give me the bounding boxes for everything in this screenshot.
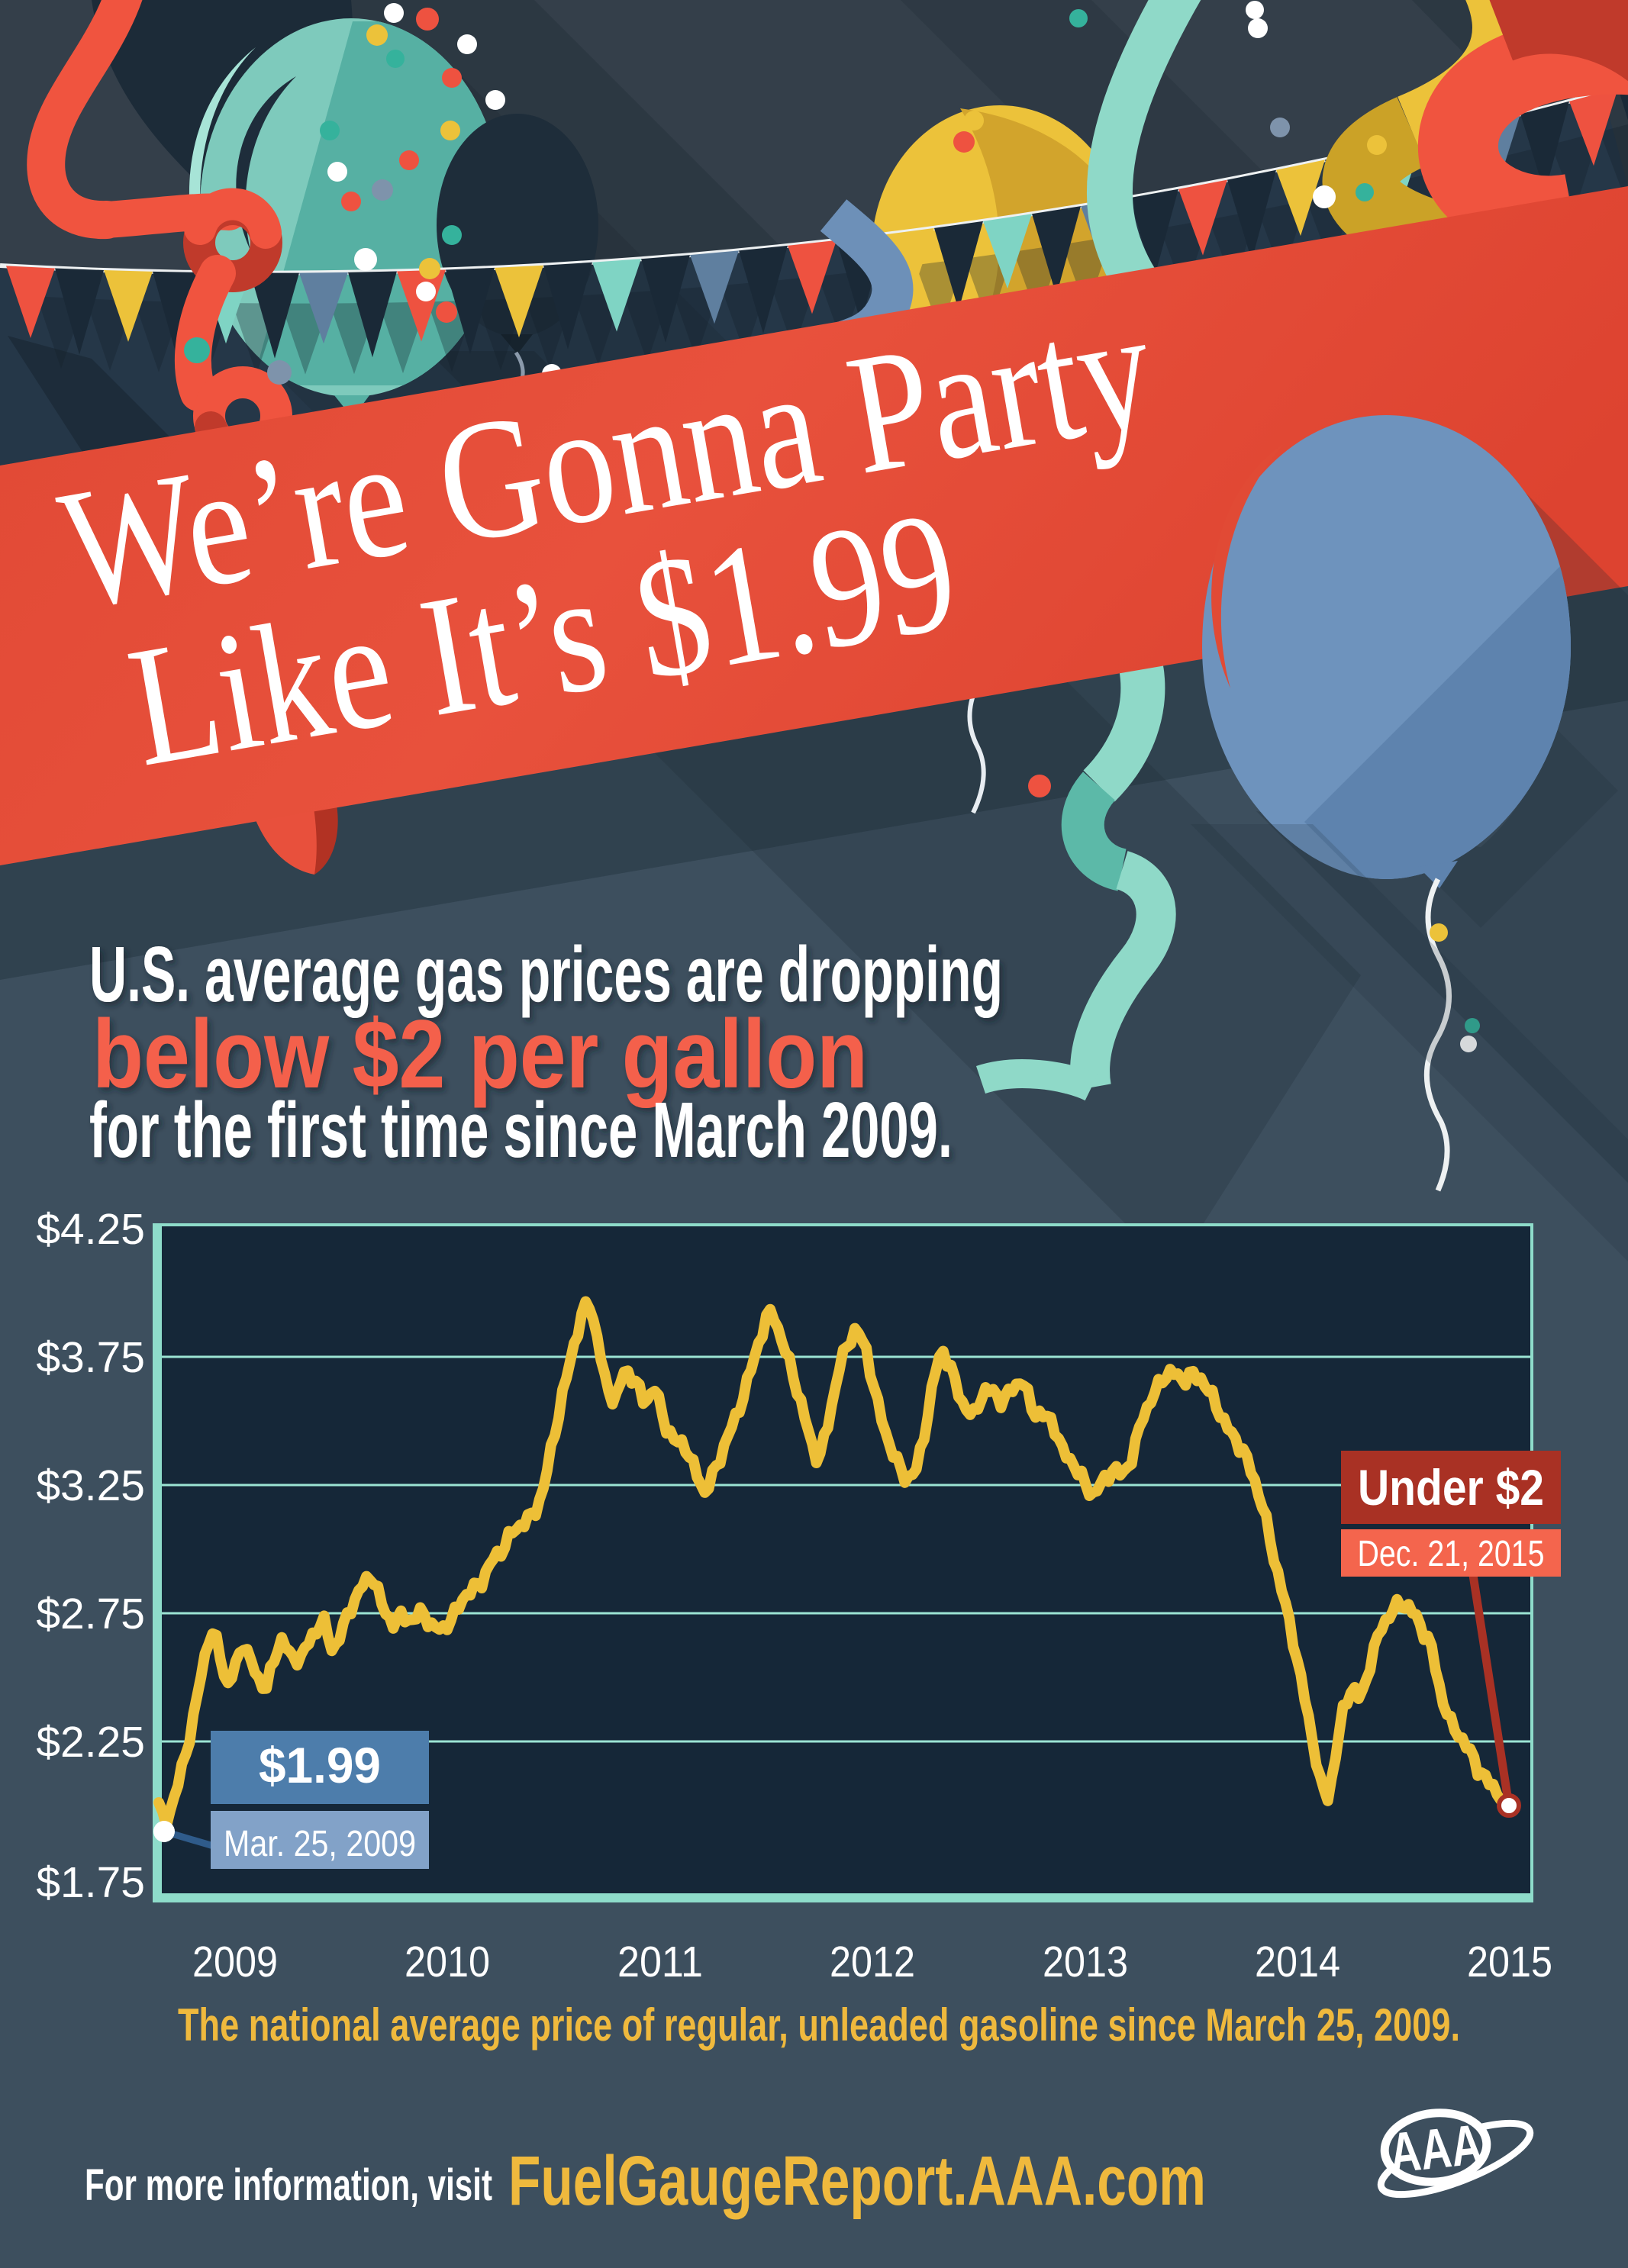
svg-text:For more information, visit: For more information, visit [85, 2160, 492, 2210]
svg-text:$2.75: $2.75 [36, 1590, 145, 1638]
svg-text:for the first time since March: for the first time since March 2009. [89, 1086, 953, 1174]
svg-text:U.S. average gas prices are dr: U.S. average gas prices are dropping [89, 930, 1003, 1018]
svg-text:$3.75: $3.75 [36, 1333, 145, 1382]
svg-text:2009: 2009 [192, 1938, 278, 1986]
svg-text:Mar. 25, 2009: Mar. 25, 2009 [224, 1824, 416, 1864]
svg-text:The national average price of: The national average price of regular, u… [178, 1999, 1460, 2051]
svg-text:2015: 2015 [1467, 1938, 1552, 1986]
svg-text:FuelGaugeReport.AAA.com: FuelGaugeReport.AAA.com [508, 2142, 1206, 2220]
svg-text:$3.25: $3.25 [36, 1461, 145, 1510]
svg-text:$4.25: $4.25 [36, 1205, 145, 1254]
svg-text:AAA: AAA [1387, 2112, 1485, 2185]
svg-text:below $2 per gallon: below $2 per gallon [92, 1000, 868, 1108]
svg-text:2010: 2010 [405, 1938, 490, 1986]
svg-text:$1.99: $1.99 [259, 1737, 381, 1793]
svg-text:$1.75: $1.75 [36, 1858, 145, 1907]
svg-text:2013: 2013 [1043, 1938, 1128, 1986]
svg-text:2012: 2012 [830, 1938, 915, 1986]
svg-text:2014: 2014 [1255, 1938, 1340, 1986]
svg-text:$2.25: $2.25 [36, 1718, 145, 1767]
svg-text:Under $2: Under $2 [1358, 1459, 1544, 1516]
svg-text:2011: 2011 [617, 1938, 703, 1986]
svg-text:Dec. 21, 2015: Dec. 21, 2015 [1358, 1534, 1545, 1574]
